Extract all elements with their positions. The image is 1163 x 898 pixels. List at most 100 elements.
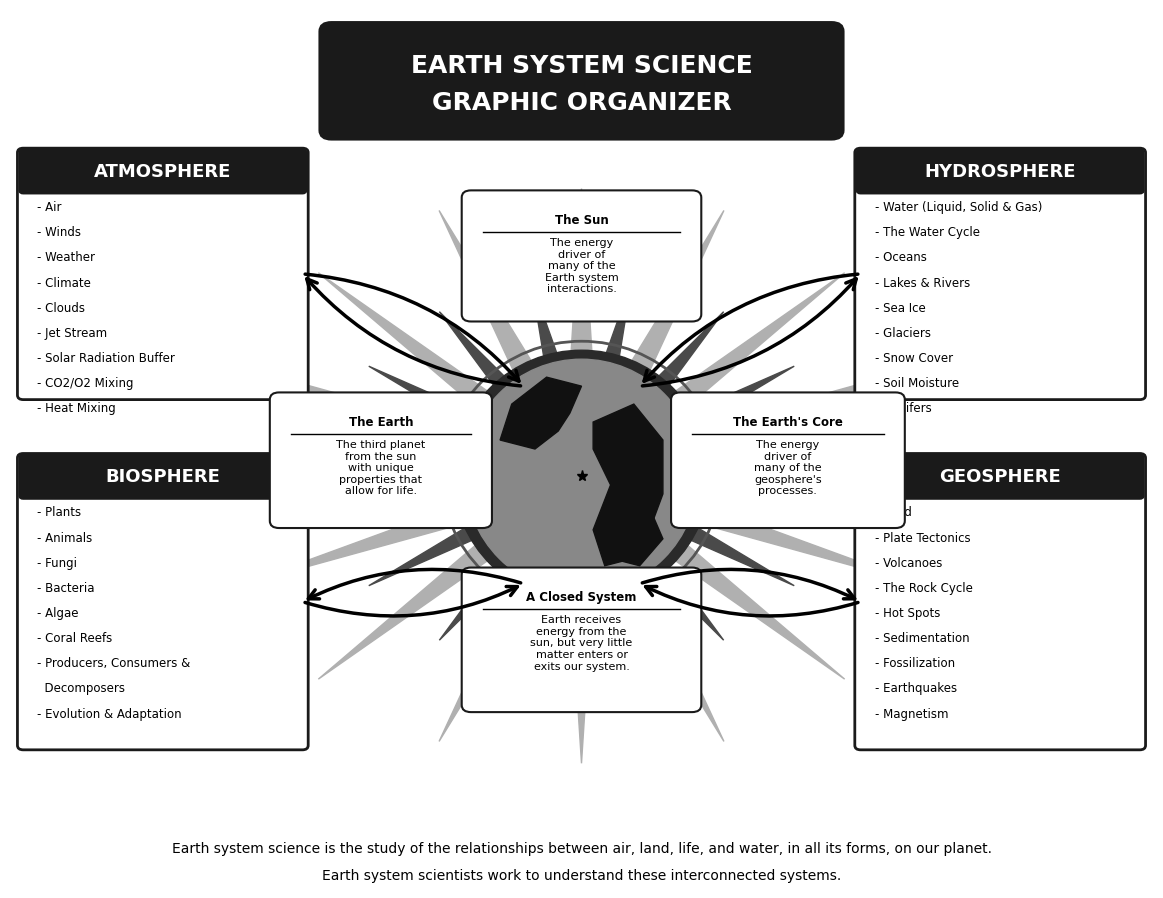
Text: HYDROSPHERE: HYDROSPHERE <box>925 163 1076 180</box>
Polygon shape <box>440 471 599 742</box>
Text: - Heat Mixing: - Heat Mixing <box>37 402 116 415</box>
Text: - Animals: - Animals <box>37 532 93 544</box>
FancyBboxPatch shape <box>20 455 306 498</box>
Polygon shape <box>571 464 794 585</box>
Polygon shape <box>369 464 592 585</box>
Polygon shape <box>593 404 663 566</box>
Polygon shape <box>575 462 926 585</box>
Polygon shape <box>582 462 954 490</box>
Text: BIOSPHERE: BIOSPHERE <box>106 468 220 486</box>
Polygon shape <box>578 462 833 515</box>
Polygon shape <box>564 471 723 742</box>
Text: GRAPHIC ORGANIZER: GRAPHIC ORGANIZER <box>431 91 732 115</box>
Text: - Jet Stream: - Jet Stream <box>37 327 107 339</box>
Text: - Fungi: - Fungi <box>37 557 77 569</box>
Text: - Winds: - Winds <box>37 226 81 239</box>
Polygon shape <box>330 462 585 515</box>
Text: Earth system science is the study of the relationships between air, land, life, : Earth system science is the study of the… <box>171 841 992 856</box>
FancyBboxPatch shape <box>270 392 492 528</box>
Polygon shape <box>237 462 588 585</box>
Text: - Weather: - Weather <box>37 251 95 264</box>
Polygon shape <box>564 210 723 481</box>
Text: The Sun: The Sun <box>555 214 608 226</box>
FancyBboxPatch shape <box>462 190 701 321</box>
Text: The energy
driver of
many of the
geosphere's
processes.: The energy driver of many of the geosphe… <box>754 440 822 497</box>
Text: ATMOSPHERE: ATMOSPHERE <box>94 163 231 180</box>
Text: Earth system scientists work to understand these interconnected systems.: Earth system scientists work to understa… <box>322 868 841 883</box>
Text: - Earthquakes: - Earthquakes <box>875 682 957 695</box>
FancyBboxPatch shape <box>857 455 1143 498</box>
Text: - Oceans: - Oceans <box>875 251 927 264</box>
FancyBboxPatch shape <box>17 148 308 400</box>
Text: - Evolution & Adaptation: - Evolution & Adaptation <box>37 708 181 720</box>
Text: - Land: - Land <box>875 506 912 519</box>
Polygon shape <box>531 473 599 670</box>
Text: - Magnetism: - Magnetism <box>875 708 948 720</box>
Polygon shape <box>564 282 632 479</box>
Text: - Fossilization: - Fossilization <box>875 657 955 670</box>
Text: - Air: - Air <box>37 201 62 214</box>
Text: The Earth's Core: The Earth's Core <box>733 416 843 428</box>
FancyBboxPatch shape <box>855 148 1146 400</box>
Text: - Plants: - Plants <box>37 506 81 519</box>
Polygon shape <box>440 210 599 481</box>
Text: Decomposers: Decomposers <box>37 682 126 695</box>
Polygon shape <box>563 476 600 763</box>
Text: - Producers, Consumers &: - Producers, Consumers & <box>37 657 191 670</box>
Polygon shape <box>237 366 588 489</box>
Polygon shape <box>319 273 594 486</box>
Polygon shape <box>319 466 594 679</box>
Text: - Solar Radiation Buffer: - Solar Radiation Buffer <box>37 352 176 365</box>
Text: - Soil Moisture: - Soil Moisture <box>875 377 958 390</box>
FancyBboxPatch shape <box>462 568 701 712</box>
Text: - Bacteria: - Bacteria <box>37 582 94 594</box>
Text: - Water (Liquid, Solid & Gas): - Water (Liquid, Solid & Gas) <box>875 201 1042 214</box>
Text: - Clouds: - Clouds <box>37 302 85 314</box>
Polygon shape <box>369 366 592 488</box>
Text: The third planet
from the sun
with unique
properties that
allow for life.: The third planet from the sun with uniqu… <box>336 440 426 497</box>
Text: EARTH SYSTEM SCIENCE: EARTH SYSTEM SCIENCE <box>411 54 752 78</box>
Text: - Snow Cover: - Snow Cover <box>875 352 952 365</box>
Text: A Closed System: A Closed System <box>527 591 636 603</box>
Text: - Algae: - Algae <box>37 607 79 620</box>
Text: - Coral Reefs: - Coral Reefs <box>37 632 113 645</box>
Text: The Earth: The Earth <box>349 416 413 428</box>
Text: - Plate Tectonics: - Plate Tectonics <box>875 532 970 544</box>
Polygon shape <box>440 468 597 640</box>
Polygon shape <box>563 189 600 476</box>
Polygon shape <box>330 437 585 489</box>
Ellipse shape <box>465 359 698 593</box>
Polygon shape <box>566 468 723 640</box>
Text: - The Rock Cycle: - The Rock Cycle <box>875 582 972 594</box>
Polygon shape <box>569 273 844 486</box>
Polygon shape <box>605 512 663 566</box>
Polygon shape <box>578 437 833 489</box>
FancyBboxPatch shape <box>671 392 905 528</box>
Polygon shape <box>564 473 632 670</box>
Polygon shape <box>571 366 794 488</box>
Polygon shape <box>531 282 599 479</box>
Polygon shape <box>575 366 926 489</box>
Text: - Hot Spots: - Hot Spots <box>875 607 940 620</box>
Text: - Aquifers: - Aquifers <box>875 402 932 415</box>
Text: - CO2/O2 Mixing: - CO2/O2 Mixing <box>37 377 134 390</box>
Ellipse shape <box>454 350 709 602</box>
Text: - Glaciers: - Glaciers <box>875 327 930 339</box>
Text: - Lakes & Rivers: - Lakes & Rivers <box>875 277 970 289</box>
Text: - Climate: - Climate <box>37 277 91 289</box>
FancyBboxPatch shape <box>320 22 843 139</box>
Text: - Sea Ice: - Sea Ice <box>875 302 926 314</box>
Polygon shape <box>569 466 844 679</box>
Text: Earth receives
energy from the
sun, but very little
matter enters or
exits our s: Earth receives energy from the sun, but … <box>530 615 633 672</box>
Text: - Volcanoes: - Volcanoes <box>875 557 942 569</box>
FancyBboxPatch shape <box>857 150 1143 193</box>
Text: - Sedimentation: - Sedimentation <box>875 632 969 645</box>
FancyBboxPatch shape <box>17 453 308 750</box>
Text: GEOSPHERE: GEOSPHERE <box>940 468 1061 486</box>
Polygon shape <box>440 312 597 484</box>
FancyBboxPatch shape <box>20 150 306 193</box>
Polygon shape <box>209 462 582 490</box>
Text: - The Water Cycle: - The Water Cycle <box>875 226 979 239</box>
FancyBboxPatch shape <box>855 453 1146 750</box>
Polygon shape <box>500 377 582 449</box>
